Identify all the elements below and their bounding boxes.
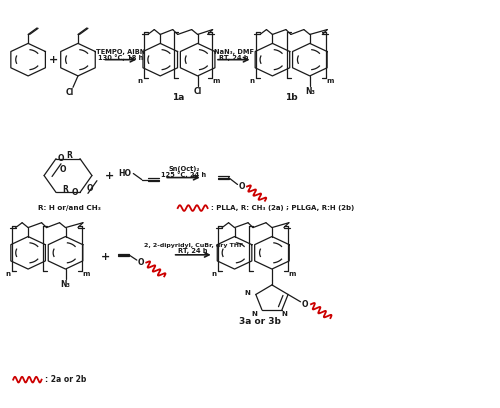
Text: m: m	[82, 271, 89, 277]
Text: R: R	[66, 151, 72, 160]
Text: N₃: N₃	[305, 87, 315, 96]
Text: m: m	[212, 78, 220, 84]
Text: NaN₃, DMF: NaN₃, DMF	[214, 49, 254, 55]
Text: O: O	[302, 300, 308, 309]
Text: N: N	[251, 311, 257, 317]
Text: m: m	[326, 78, 334, 84]
Text: O: O	[72, 188, 78, 197]
Text: N: N	[282, 311, 288, 317]
Text: 1a: 1a	[172, 93, 185, 102]
Text: O: O	[58, 154, 64, 163]
Text: n: n	[138, 78, 142, 84]
Text: Cl: Cl	[194, 87, 202, 96]
Text: RT, 24 h: RT, 24 h	[220, 55, 249, 61]
Text: O: O	[86, 184, 93, 193]
Text: N: N	[244, 290, 250, 296]
Text: : 2a or 2b: : 2a or 2b	[44, 375, 86, 384]
Text: : PLLA, R: CH₃ (2a) ; PLLGA, R:H (2b): : PLLA, R: CH₃ (2a) ; PLLGA, R:H (2b)	[211, 205, 354, 211]
Text: R: H or/and CH₃: R: H or/and CH₃	[38, 205, 101, 211]
Text: RT, 24 h: RT, 24 h	[178, 248, 208, 254]
Text: 3a or 3b: 3a or 3b	[239, 317, 281, 326]
Text: m: m	[288, 271, 296, 277]
Text: HO: HO	[118, 169, 131, 178]
Text: 2, 2-dipyridyl, CuBr, dry THF: 2, 2-dipyridyl, CuBr, dry THF	[144, 243, 243, 248]
Text: 130 °C, 18 h: 130 °C, 18 h	[98, 54, 144, 61]
Text: n: n	[250, 78, 254, 84]
Text: R: R	[62, 185, 68, 194]
Text: +: +	[101, 252, 110, 262]
Text: n: n	[212, 271, 216, 277]
Text: O: O	[138, 258, 144, 267]
Text: N₃: N₃	[60, 280, 70, 289]
Text: TEMPO, AIBN: TEMPO, AIBN	[96, 49, 146, 55]
Text: n: n	[5, 271, 10, 277]
Text: Cl: Cl	[66, 88, 74, 97]
Text: +: +	[48, 55, 58, 64]
Text: O: O	[238, 182, 245, 191]
Text: Sn(Oct)₂: Sn(Oct)₂	[168, 166, 200, 172]
Text: O: O	[60, 165, 66, 175]
Text: 125 °C, 24 h: 125 °C, 24 h	[161, 171, 206, 178]
Text: 1b: 1b	[285, 93, 298, 102]
Text: +: +	[105, 171, 114, 180]
